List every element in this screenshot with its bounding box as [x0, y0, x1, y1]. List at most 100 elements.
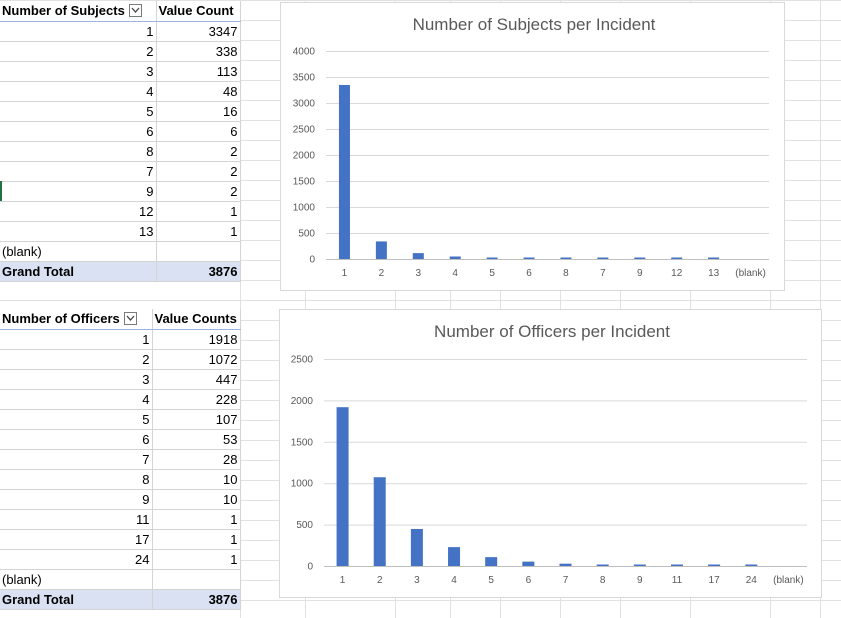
row-label: 4	[0, 389, 153, 410]
x-tick-label: 1	[342, 268, 348, 279]
x-tick-label: 7	[563, 575, 569, 586]
bar[interactable]	[633, 564, 646, 567]
y-tick-label: 500	[296, 520, 313, 531]
row-value: 10	[152, 469, 241, 490]
row-field-header[interactable]: Number of Subjects	[0, 1, 157, 22]
row-label: 5	[0, 409, 153, 430]
bar[interactable]	[338, 84, 350, 260]
row-label: 7	[0, 449, 153, 470]
value-field-header[interactable]: Value Count	[156, 1, 241, 22]
bar[interactable]	[670, 564, 683, 567]
x-tick-label: 8	[600, 575, 606, 586]
pivot-header-row: Number of Officers Value Counts	[0, 309, 241, 330]
row-label: 1	[0, 329, 153, 350]
bar[interactable]	[412, 253, 424, 259]
bar[interactable]	[373, 477, 386, 566]
bar[interactable]	[410, 528, 423, 566]
bar[interactable]	[560, 257, 572, 260]
bar[interactable]	[336, 407, 349, 566]
row-value: 107	[152, 409, 241, 430]
table-row: 12 1	[0, 201, 241, 222]
table-row: 2 1072	[0, 349, 241, 370]
row-label: 8	[0, 469, 153, 490]
chart-title: Number of Officers per Incident	[434, 322, 670, 341]
x-tick-label: 13	[708, 268, 720, 279]
bar[interactable]	[597, 257, 609, 260]
filter-dropdown-icon[interactable]	[123, 312, 137, 326]
row-field-label: Number of Subjects	[2, 3, 125, 19]
x-tick-label: 9	[637, 268, 643, 279]
x-tick-label: 6	[526, 575, 532, 586]
row-label: 8	[0, 141, 157, 162]
row-value	[156, 241, 241, 262]
table-row: (blank)	[0, 569, 241, 590]
bar[interactable]	[708, 564, 721, 567]
subjects-chart[interactable]: Number of Subjects per Incident 0 500 1000 1…	[280, 2, 785, 291]
x-tick-label: 2	[379, 268, 385, 279]
bar[interactable]	[634, 257, 646, 260]
table-row: 7 28	[0, 449, 241, 470]
value-field-header[interactable]: Value Counts	[152, 309, 241, 330]
row-value: 6	[156, 121, 241, 142]
y-tick-label: 1500	[293, 177, 316, 188]
row-label: 3	[0, 369, 153, 390]
row-label: 7	[0, 161, 157, 182]
x-tick-label: (blank)	[735, 268, 766, 279]
table-row: 3 447	[0, 369, 241, 390]
row-value: 1918	[152, 329, 241, 350]
row-value: 228	[152, 389, 241, 410]
row-label: 1	[0, 21, 157, 42]
row-field-header[interactable]: Number of Officers	[0, 309, 153, 330]
row-label: 13	[0, 221, 157, 242]
table-row: 1 1918	[0, 329, 241, 350]
bar[interactable]	[485, 557, 498, 566]
x-tick-label: 3	[414, 575, 420, 586]
bar[interactable]	[448, 547, 461, 566]
table-row: 8 10	[0, 469, 241, 490]
bar[interactable]	[522, 561, 535, 566]
y-tick-label: 3500	[293, 73, 316, 84]
bar[interactable]	[375, 241, 387, 259]
row-label: 2	[0, 41, 157, 62]
table-row: 17 1	[0, 529, 241, 550]
bar[interactable]	[596, 564, 609, 567]
x-tick-label: 11	[672, 575, 683, 586]
row-value: 53	[152, 429, 241, 450]
row-value: 113	[156, 61, 241, 82]
row-value: 1	[152, 529, 241, 550]
table-row: 4 48	[0, 81, 241, 102]
row-field-label: Number of Officers	[2, 311, 120, 327]
bar[interactable]	[559, 563, 572, 566]
bar[interactable]	[449, 256, 461, 259]
row-label: 2	[0, 349, 153, 370]
y-tick-label: 2000	[291, 396, 314, 407]
filter-dropdown-icon[interactable]	[128, 4, 142, 18]
row-label: 6	[0, 429, 153, 450]
row-value: 10	[152, 489, 241, 510]
bar[interactable]	[708, 257, 720, 260]
x-tick-label: 5	[489, 268, 495, 279]
table-row: 9 10	[0, 489, 241, 510]
x-tick-label: (blank)	[773, 575, 804, 586]
table-row: 1 3347	[0, 21, 241, 42]
y-tick-label: 4000	[293, 47, 316, 58]
bar[interactable]	[671, 257, 683, 260]
bar[interactable]	[523, 257, 535, 260]
bar[interactable]	[486, 257, 498, 260]
table-row: 13 1	[0, 221, 241, 242]
x-tick-label: 17	[709, 575, 721, 586]
subjects-pivot-table: Number of Subjects Value Count 1 3347 2 338…	[0, 1, 241, 282]
table-row: (blank)	[0, 241, 241, 262]
officers-chart[interactable]: Number of Officers per Incident 0 500 1000 1…	[279, 309, 822, 598]
x-tick-label: 5	[488, 575, 494, 586]
row-value: 1	[152, 549, 241, 570]
active-cell-marker	[0, 181, 2, 201]
row-value: 2	[156, 141, 241, 162]
table-row: 24 1	[0, 549, 241, 570]
officers-pivot-table: Number of Officers Value Counts 1 1918 2 10…	[0, 309, 241, 610]
y-tick-label: 1000	[293, 203, 316, 214]
bar[interactable]	[745, 564, 758, 567]
grand-total-row: Grand Total 3876	[0, 260, 241, 282]
